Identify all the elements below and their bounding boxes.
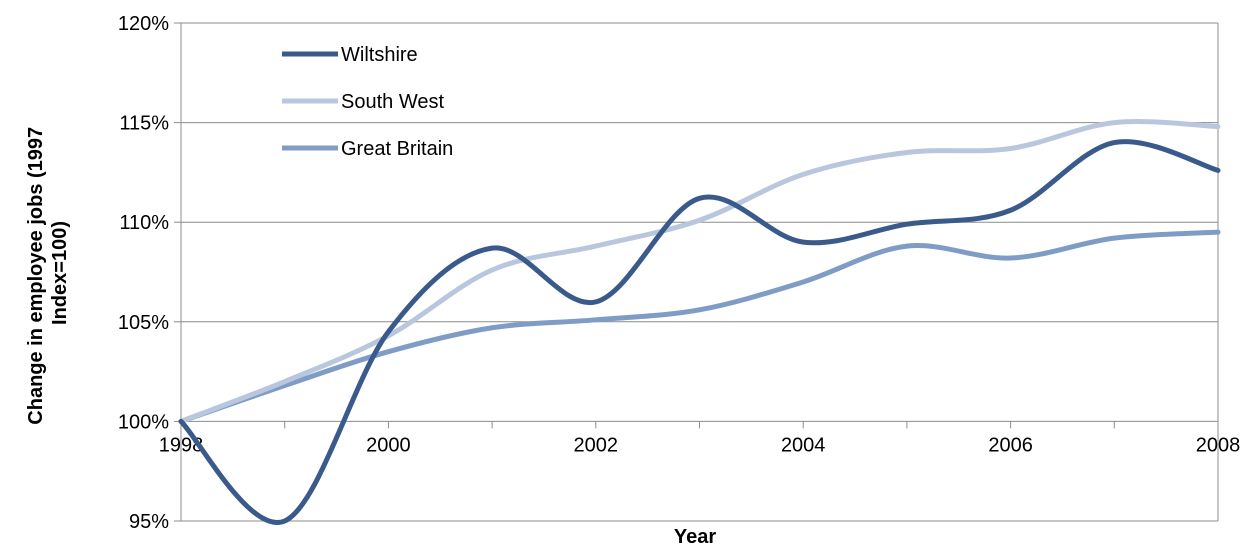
x-tick-label: 2008 (1196, 434, 1241, 456)
x-tick-label: 2002 (574, 434, 619, 456)
x-axis-title: Year (674, 526, 716, 546)
series-line-wiltshire (178, 139, 1221, 526)
y-axis-title: Change in employee jobs (1997 Index=100) (25, 121, 71, 424)
x-tick-label: 1998 (159, 434, 204, 456)
y-tick-label: 100% (118, 411, 169, 433)
x-tick-label: 2006 (988, 434, 1033, 456)
series-line-south-west (178, 119, 1221, 424)
y-tick-label: 120% (118, 13, 169, 35)
y-tick-label: 95% (129, 511, 169, 533)
y-tick-labels: 95% 100% 105% 110% 115% 120% (118, 13, 169, 533)
gridlines (174, 22, 1219, 522)
legend-label-south-west: South West (341, 91, 444, 113)
x-tick-label: 2000 (366, 434, 411, 456)
y-tick-label: 115% (119, 113, 169, 135)
y-axis-title-line-2: Index=100) (49, 221, 71, 325)
legend-label-great-britain: Great Britain (341, 138, 453, 160)
y-tick-label: 110% (119, 212, 169, 234)
legend: Wiltshire South West Great Britain (282, 44, 453, 160)
x-tick-label: 2004 (781, 434, 826, 456)
series-line-great-britain (178, 229, 1221, 424)
x-tick-labels: 1998 2000 2002 2004 2006 2008 (159, 434, 1241, 456)
series-lines (178, 119, 1221, 526)
y-axis-title-line-1: Change in employee jobs (1997 (25, 127, 47, 425)
y-tick-label: 105% (118, 312, 169, 334)
legend-label-wiltshire: Wiltshire (341, 44, 418, 66)
